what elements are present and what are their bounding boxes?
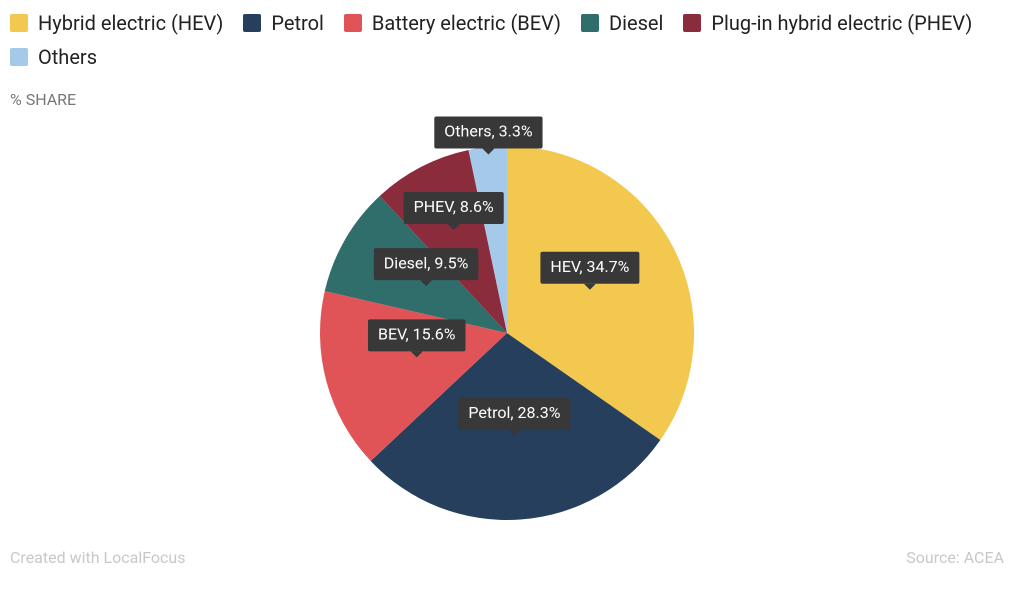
data-label: Others, 3.3%	[434, 116, 543, 155]
label-text: Diesel, 9.5%	[384, 253, 469, 272]
data-label: BEV, 15.6%	[367, 319, 466, 358]
legend-label: Others	[38, 45, 98, 69]
legend-item: Others	[10, 44, 97, 70]
legend-label: Battery electric (BEV)	[371, 11, 562, 35]
legend-swatch	[343, 14, 362, 32]
label-box	[403, 192, 504, 225]
legend-label: Plug-in hybrid electric (PHEV)	[711, 11, 973, 35]
legend-swatch	[581, 14, 600, 32]
label-pointer	[482, 148, 495, 155]
legend-item: Battery electric (BEV)	[343, 10, 562, 36]
legend-swatch	[10, 48, 28, 66]
legend-swatch	[10, 14, 28, 32]
data-label: Petrol, 28.3%	[458, 397, 571, 436]
legend-item: Plug-in hybrid electric (PHEV)	[683, 10, 972, 36]
label-box	[458, 397, 571, 430]
label-box	[373, 248, 479, 281]
label-box	[540, 251, 640, 284]
legend-swatch	[683, 14, 702, 32]
source: Source: ACEA	[906, 548, 1004, 567]
legend-item: Hybrid electric (HEV)	[10, 10, 223, 36]
data-label: HEV, 34.7%	[540, 251, 640, 290]
label-pointer	[447, 224, 460, 231]
data-label: Diesel, 9.5%	[373, 248, 479, 287]
label-text: Petrol, 28.3%	[468, 403, 560, 422]
label-pointer	[508, 429, 521, 436]
label-pointer	[420, 280, 433, 287]
legend-item: Petrol	[243, 10, 324, 36]
label-text: HEV, 34.7%	[550, 257, 629, 276]
label-pointer	[410, 351, 423, 358]
legend-label: Diesel	[609, 11, 664, 35]
label-text: Others, 3.3%	[444, 122, 533, 141]
legend-item: Diesel	[581, 10, 663, 36]
legend-label: Petrol	[271, 11, 324, 35]
label-box	[367, 319, 466, 352]
label-text: PHEV, 8.6%	[414, 197, 494, 216]
credit: Created with LocalFocus	[10, 548, 186, 567]
label-text: BEV, 15.6%	[378, 325, 456, 344]
axis-label: % SHARE	[10, 90, 77, 109]
data-label: PHEV, 8.6%	[403, 192, 504, 231]
legend: Hybrid electric (HEV) Petrol Battery elect…	[10, 10, 1000, 70]
pie-slice	[507, 146, 695, 441]
label-pointer	[583, 283, 596, 290]
legend-swatch	[243, 14, 262, 32]
legend-label: Hybrid electric (HEV)	[38, 11, 224, 35]
label-box	[434, 116, 543, 149]
